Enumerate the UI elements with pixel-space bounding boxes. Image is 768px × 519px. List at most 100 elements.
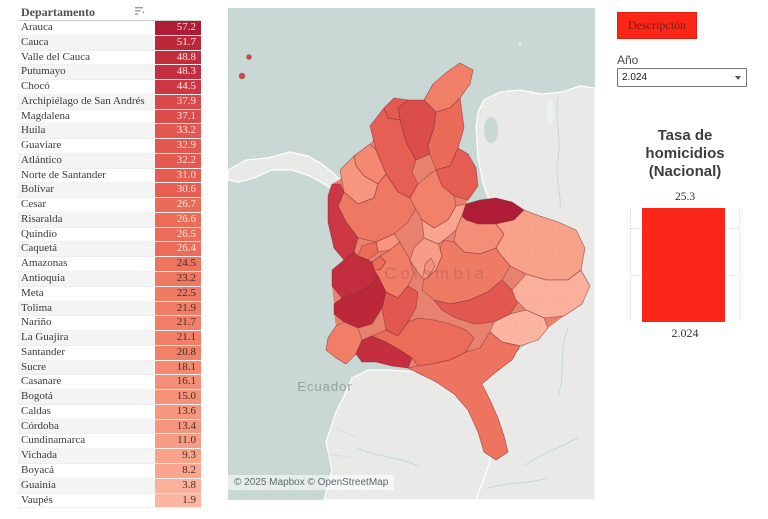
table-row[interactable]: Valle del Cauca 48.8: [18, 50, 201, 66]
table-row[interactable]: Guainía 3.8: [18, 478, 201, 494]
department-name: Atlántico: [21, 153, 62, 166]
panama-landmass: [228, 151, 341, 191]
table-row[interactable]: Santander 20.8: [18, 345, 201, 361]
table-row[interactable]: Norte de Santander 31.0: [18, 168, 201, 184]
department-value: 21.1: [155, 331, 201, 345]
department-name: Boyacá: [21, 463, 54, 476]
department-name: Magdalena: [21, 109, 70, 122]
table-row[interactable]: Atlántico 32.2: [18, 153, 201, 169]
department-value: 21.9: [155, 301, 201, 316]
department-name: Chocó: [21, 80, 50, 93]
colombia-choropleth-map[interactable]: Colombia Ecuador © 2025 Mapbox © OpenStr…: [228, 8, 595, 500]
department-name: Casanare: [21, 375, 62, 388]
department-value: 13.4: [155, 419, 201, 434]
department-value: 26.5: [155, 227, 201, 242]
table-row[interactable]: Guaviare 32.9: [18, 139, 201, 154]
table-row[interactable]: Cundinamarca 11.0: [18, 434, 201, 450]
department-value: 18.1: [155, 360, 201, 375]
table-row[interactable]: Boyacá 8.2: [18, 463, 201, 479]
sort-descending-icon[interactable]: [135, 7, 145, 16]
department-value: 37.1: [155, 109, 201, 124]
table-row[interactable]: Amazonas 24.5: [18, 257, 201, 273]
map-attribution[interactable]: © 2025 Mapbox © OpenStreetMap: [228, 475, 395, 490]
department-value: 11.0: [155, 434, 201, 449]
caribbean-island: [518, 42, 522, 46]
national-bar[interactable]: [642, 208, 725, 322]
year-filter-label: Año: [617, 53, 639, 67]
table-row[interactable]: Chocó 44.5: [18, 80, 201, 95]
department-value: 32.2: [155, 153, 201, 168]
department-name: Meta: [21, 286, 44, 299]
table-row[interactable]: Bolívar 30.6: [18, 183, 201, 199]
department-name: Vaupés: [21, 493, 53, 506]
year-dropdown[interactable]: 2.024: [617, 68, 747, 87]
department-name: Cesar: [21, 198, 47, 211]
table-row[interactable]: La Guajira 21.1: [18, 331, 201, 346]
department-value: 48.8: [155, 50, 201, 65]
national-bar-x-label: 2.024: [671, 326, 699, 340]
department-name: Guaviare: [21, 139, 62, 152]
table-row[interactable]: Cesar 26.7: [18, 198, 201, 213]
table-row[interactable]: Antioquia 23.2: [18, 272, 201, 287]
department-name: Valle del Cauca: [21, 50, 91, 63]
department-name: Cauca: [21, 35, 49, 48]
table-row[interactable]: Caquetá 26.4: [18, 242, 201, 258]
department-name: Vichada: [21, 449, 57, 462]
department-value: 48.3: [155, 65, 201, 80]
table-row[interactable]: Risaralda 26.6: [18, 212, 201, 228]
department-value: 8.2: [155, 463, 201, 478]
department-value: 23.2: [155, 272, 201, 286]
table-row[interactable]: Huila 33.2: [18, 124, 201, 140]
map-region[interactable]: [423, 62, 474, 113]
department-value: 21.7: [155, 316, 201, 331]
map-region[interactable]: [238, 54, 252, 80]
department-value: 26.7: [155, 198, 201, 212]
department-value: 57.2: [155, 21, 201, 35]
table-row[interactable]: Meta 22.5: [18, 286, 201, 302]
department-value: 22.5: [155, 286, 201, 301]
table-row[interactable]: Tolima 21.9: [18, 301, 201, 317]
department-value: 37.9: [155, 94, 201, 109]
department-name: Bogotá: [21, 390, 53, 403]
year-dropdown-value: 2.024: [622, 72, 648, 83]
table-row[interactable]: Sucre 18.1: [18, 360, 201, 376]
description-button[interactable]: Descripción: [617, 12, 697, 39]
table-row[interactable]: Arauca 57.2: [18, 21, 201, 36]
department-name: Bolívar: [21, 183, 54, 196]
table-row[interactable]: Cauca 51.7: [18, 35, 201, 51]
department-name: Quindío: [21, 227, 58, 240]
department-value: 26.6: [155, 212, 201, 227]
department-name: Santander: [21, 345, 65, 358]
table-row[interactable]: Caldas 13.6: [18, 404, 201, 420]
table-row[interactable]: Magdalena 37.1: [18, 109, 201, 125]
department-table: Departamento Arauca 57.2 Cauca 51.7 Valle de…: [18, 3, 201, 509]
department-value: 20.8: [155, 345, 201, 360]
table-row[interactable]: Nariño 21.7: [18, 316, 201, 332]
department-value: 15.0: [155, 390, 201, 404]
table-row[interactable]: Vichada 9.3: [18, 449, 201, 464]
department-value: 3.8: [155, 478, 201, 493]
department-table-rows: Arauca 57.2 Cauca 51.7 Valle del Cauca 48.8 Pu…: [18, 21, 201, 509]
table-row[interactable]: Casanare 16.1: [18, 375, 201, 391]
map-canvas: [228, 8, 595, 500]
department-name: Archipiélago de San Andrés: [21, 94, 145, 107]
department-value: 9.3: [155, 449, 201, 463]
department-name: Guainía: [21, 478, 56, 491]
map-region[interactable]: [325, 321, 363, 365]
table-row[interactable]: Córdoba 13.4: [18, 419, 201, 435]
table-row[interactable]: Bogotá 15.0: [18, 390, 201, 405]
department-name: Norte de Santander: [21, 168, 106, 181]
department-column-header[interactable]: Departamento: [21, 5, 95, 19]
table-row[interactable]: Putumayo 48.3: [18, 65, 201, 81]
table-row[interactable]: Vaupés 1.9: [18, 493, 201, 509]
national-rate-title: Tasa de homicidios (Nacional): [645, 127, 725, 180]
table-row[interactable]: Archipiélago de San Andrés 37.9: [18, 94, 201, 110]
department-value: 33.2: [155, 124, 201, 139]
table-row[interactable]: Quindío 26.5: [18, 227, 201, 243]
department-value: 16.1: [155, 375, 201, 390]
department-value: 32.9: [155, 139, 201, 153]
department-value: 1.9: [155, 493, 201, 508]
department-value: 26.4: [155, 242, 201, 257]
department-name: Amazonas: [21, 257, 68, 270]
department-table-header[interactable]: Departamento: [18, 3, 201, 21]
